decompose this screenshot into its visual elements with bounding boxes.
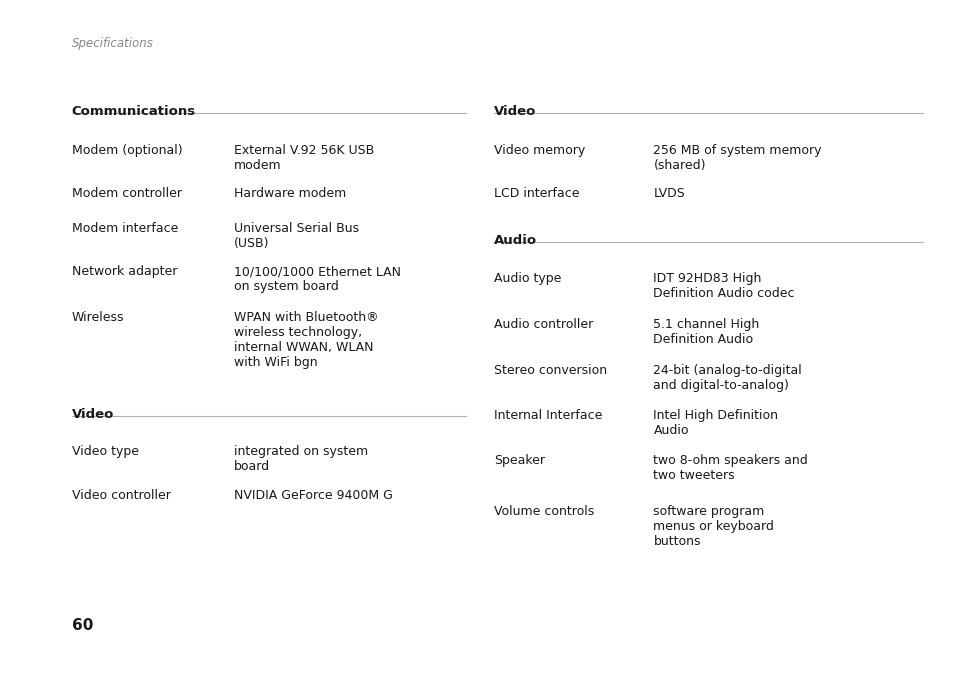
Text: Network adapter: Network adapter [71,265,176,278]
Text: Speaker: Speaker [494,454,544,466]
Text: 10/100/1000 Ethernet LAN
on system board: 10/100/1000 Ethernet LAN on system board [233,265,400,293]
Text: software program
menus or keyboard
buttons: software program menus or keyboard butto… [653,505,774,548]
Text: Audio type: Audio type [494,272,561,285]
Text: Video: Video [494,105,536,118]
Text: Volume controls: Volume controls [494,505,594,518]
Text: Stereo conversion: Stereo conversion [494,364,607,376]
Text: Modem controller: Modem controller [71,187,181,200]
Text: NVIDIA GeForce 9400M G: NVIDIA GeForce 9400M G [233,489,393,502]
Text: External V.92 56K USB
modem: External V.92 56K USB modem [233,144,374,171]
Text: Universal Serial Bus
(USB): Universal Serial Bus (USB) [233,222,358,250]
Text: Internal Interface: Internal Interface [494,409,602,422]
Text: 24-bit (analog-to-digital
and digital-to-analog): 24-bit (analog-to-digital and digital-to… [653,364,801,391]
Text: Communications: Communications [71,105,195,118]
Text: Video type: Video type [71,445,138,458]
Text: 60: 60 [71,618,92,633]
Text: integrated on system
board: integrated on system board [233,445,368,473]
Text: Modem (optional): Modem (optional) [71,144,182,156]
Text: Wireless: Wireless [71,311,124,324]
Text: Video controller: Video controller [71,489,171,502]
Text: Audio: Audio [494,234,537,247]
Text: LCD interface: LCD interface [494,187,579,200]
Text: IDT 92HD83 High
Definition Audio codec: IDT 92HD83 High Definition Audio codec [653,272,794,300]
Text: 5.1 channel High
Definition Audio: 5.1 channel High Definition Audio [653,318,759,346]
Text: Video: Video [71,408,113,420]
Text: WPAN with Bluetooth®
wireless technology,
internal WWAN, WLAN
with WiFi bgn: WPAN with Bluetooth® wireless technology… [233,311,378,370]
Text: Specifications: Specifications [71,37,153,50]
Text: 256 MB of system memory
(shared): 256 MB of system memory (shared) [653,144,821,171]
Text: Modem interface: Modem interface [71,222,178,235]
Text: Hardware modem: Hardware modem [233,187,346,200]
Text: LVDS: LVDS [653,187,684,200]
Text: Video memory: Video memory [494,144,585,156]
Text: two 8-ohm speakers and
two tweeters: two 8-ohm speakers and two tweeters [653,454,807,481]
Text: Audio controller: Audio controller [494,318,593,331]
Text: Intel High Definition
Audio: Intel High Definition Audio [653,409,778,437]
